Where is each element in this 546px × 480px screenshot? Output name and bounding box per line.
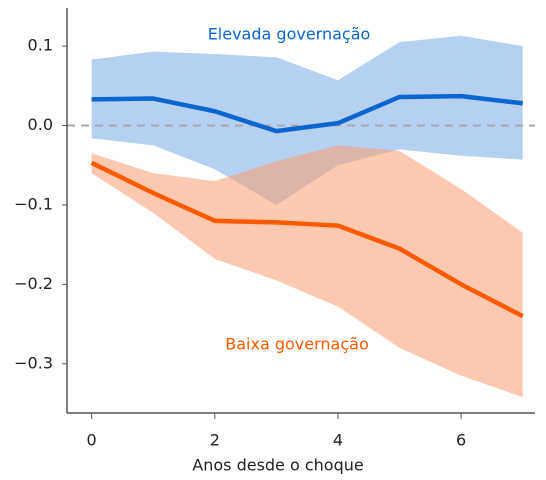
y-tick-label: 0.0: [28, 115, 53, 134]
x-axis-label: Anos desde o choque: [192, 456, 363, 475]
x-tick-label: 2: [210, 431, 220, 450]
confidence-band: [91, 145, 523, 398]
confidence-band: [91, 35, 523, 205]
y-tick-label: −0.2: [14, 274, 53, 293]
y-tick-label: 0.1: [28, 36, 53, 55]
x-tick-label: 6: [456, 431, 466, 450]
series-line: [90, 160, 524, 319]
series-label: Baixa governação: [225, 335, 368, 354]
y-tick-label: −0.1: [14, 194, 53, 213]
y-tick-label: −0.3: [14, 353, 53, 372]
x-tick-label: 4: [333, 431, 343, 450]
x-tick-label: 0: [87, 431, 97, 450]
series-line: [91, 93, 523, 134]
series-label: Elevada governação: [208, 25, 371, 44]
